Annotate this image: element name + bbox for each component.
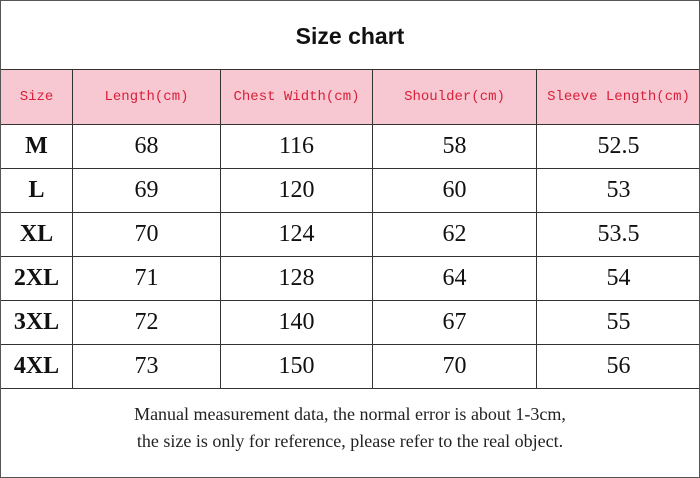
footer-note: Manual measurement data, the normal erro… [1,401,699,455]
value-cell: 62 [372,212,537,257]
size-cell: M [1,124,73,169]
value-cell: 56 [536,344,699,389]
value-cell: 124 [220,212,373,257]
value-cell: 71 [72,256,221,301]
table-row: L 69 120 60 53 [1,168,699,213]
value-cell: 64 [372,256,537,301]
value-cell: 53.5 [536,212,699,257]
header-cell: Shoulder(cm) [372,69,537,125]
value-cell: 67 [372,300,537,345]
footer-line: the size is only for reference, please r… [136,431,564,451]
header-cell: Sleeve Length(cm) [536,69,699,125]
size-cell: 4XL [1,344,73,389]
size-cell: 3XL [1,300,73,345]
size-cell: XL [1,212,73,257]
value-cell: 73 [72,344,221,389]
value-cell: 150 [220,344,373,389]
header-cell: Length(cm) [72,69,221,125]
header-cell: Size [1,69,73,125]
footer-line: Manual measurement data, the normal erro… [134,404,566,424]
value-cell: 52.5 [536,124,699,169]
title: Size chart [295,23,405,49]
table-row: XL 70 124 62 53.5 [1,212,699,257]
value-cell: 53 [536,168,699,213]
value-cell: 55 [536,300,699,345]
value-cell: 70 [72,212,221,257]
size-cell: 2XL [1,256,73,301]
value-cell: 70 [372,344,537,389]
value-cell: 58 [372,124,537,169]
value-cell: 69 [72,168,221,213]
header-cell: Chest Width(cm) [220,69,373,125]
table-row: 2XL 71 128 64 54 [1,256,699,301]
value-cell: 54 [536,256,699,301]
table-row: M 68 116 58 52.5 [1,124,699,169]
value-cell: 72 [72,300,221,345]
value-cell: 120 [220,168,373,213]
table-row: 3XL 72 140 67 55 [1,300,699,345]
table-row: 4XL 73 150 70 56 [1,344,699,389]
value-cell: 60 [372,168,537,213]
value-cell: 140 [220,300,373,345]
size-table: Size Length(cm) Chest Width(cm) Shoulder(cm… [1,69,699,389]
size-cell: L [1,168,73,213]
value-cell: 116 [220,124,373,169]
value-cell: 128 [220,256,373,301]
header-row: Size Length(cm) Chest Width(cm) Shoulder(cm… [1,69,699,125]
value-cell: 68 [72,124,221,169]
